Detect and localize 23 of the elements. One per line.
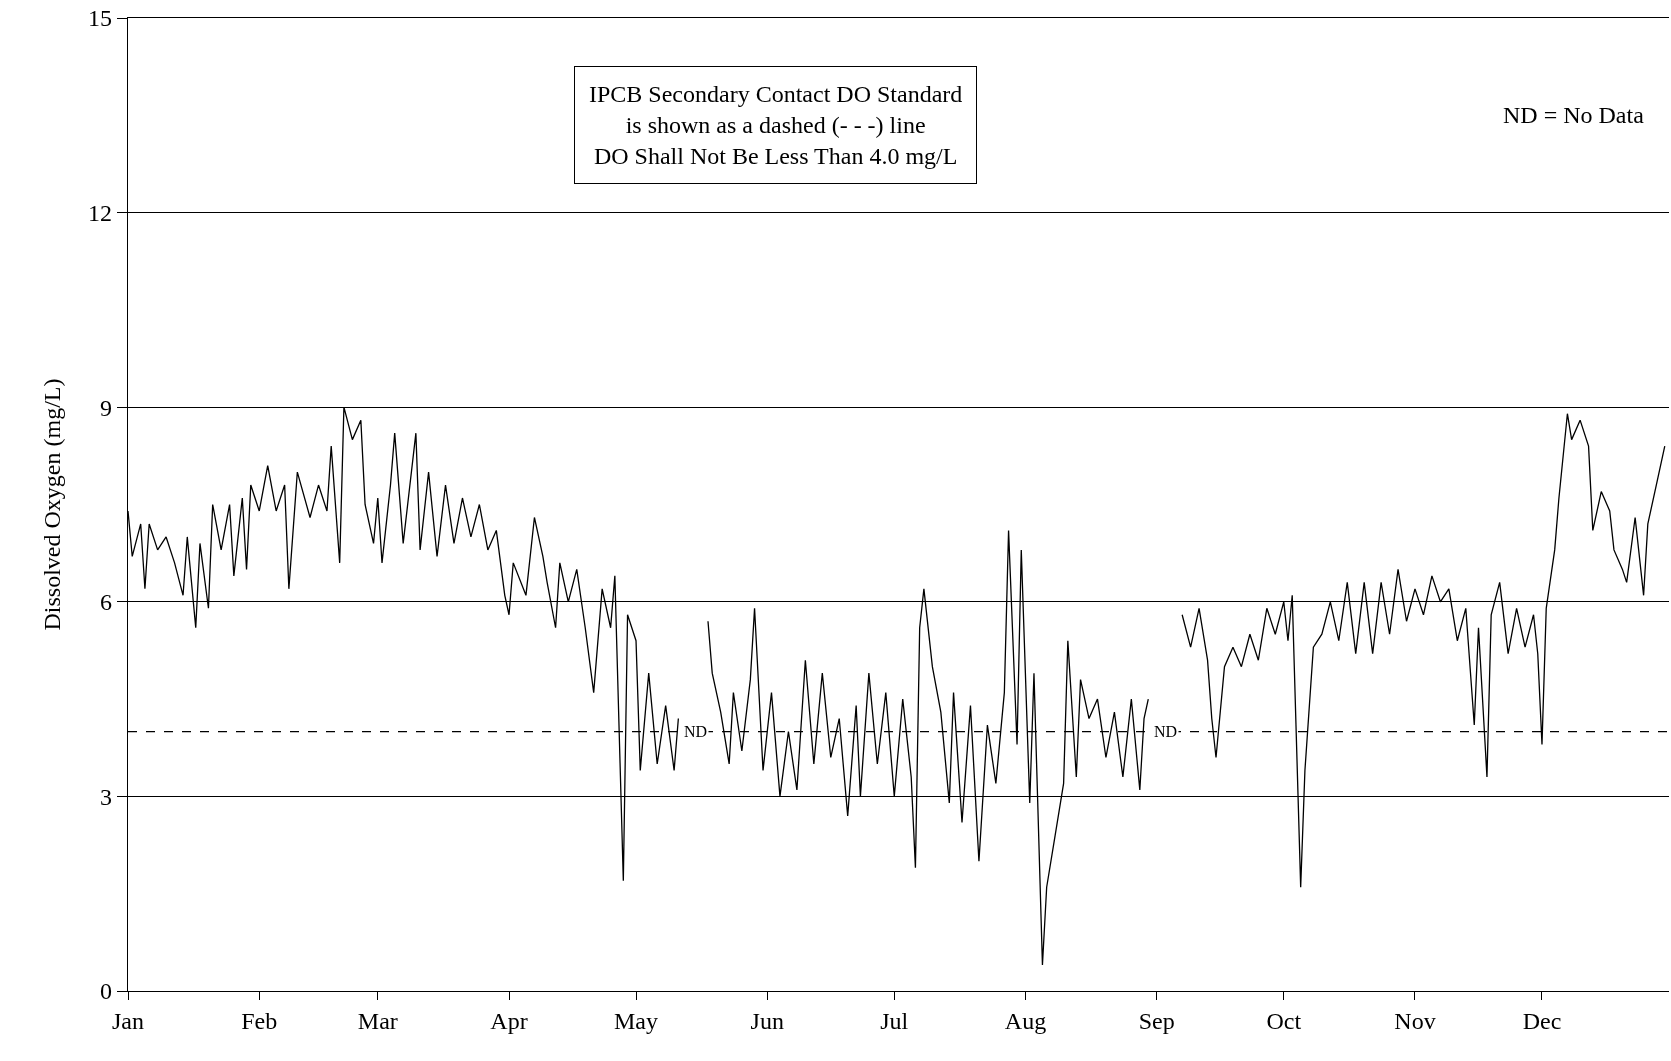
y-tick-label: 0 [100, 978, 113, 1005]
x-tick-label: Jan [112, 1007, 144, 1034]
y-tick-label: 6 [100, 589, 113, 616]
y-tick-label: 12 [88, 200, 113, 226]
x-tick-label: Sep [1138, 1007, 1175, 1034]
x-tick-label: Aug [1004, 1007, 1047, 1034]
y-tick-label: 3 [100, 783, 113, 810]
annotation: ND [684, 723, 708, 740]
y-axis-title: Dissolved Oxygen (mg/L) [39, 378, 66, 631]
x-tick-label: Jul [880, 1007, 909, 1034]
x-tick-label: Oct [1266, 1007, 1302, 1034]
x-tick-label: Jun [750, 1007, 784, 1034]
x-tick-label: May [614, 1007, 659, 1034]
annotation: ND = No Data [1503, 102, 1645, 128]
x-tick-label: Mar [357, 1007, 398, 1034]
annotation: IPCB Secondary Contact DO Standard is shown as a dashed (- - -) line DO Shall Not Be Less Than 4.0 mg/L [589, 81, 963, 170]
x-tick-label: Nov [1394, 1007, 1436, 1034]
y-tick-label: 15 [88, 5, 113, 32]
x-tick-label: Dec [1522, 1007, 1562, 1034]
y-tick-label: 9 [100, 394, 113, 421]
annotation: ND [1154, 723, 1178, 740]
x-tick-label: Apr [490, 1007, 528, 1034]
x-tick-label: Feb [241, 1007, 278, 1034]
